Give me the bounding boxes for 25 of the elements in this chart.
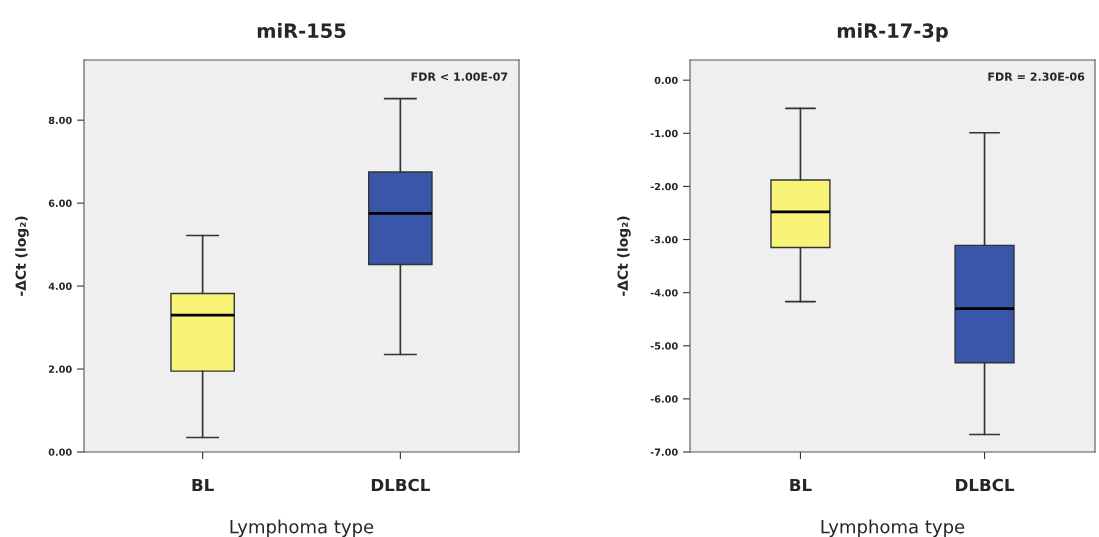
y-tick-label: 8.00 [48, 116, 72, 124]
annotation: FDR = 2.30E-06 [988, 72, 1085, 81]
y-tick-label: -4.00 [650, 289, 678, 297]
x-tick-label: BL [192, 478, 214, 492]
x-axis-title: Lymphoma type [230, 519, 374, 537]
y-tick-label: 6.00 [48, 199, 72, 207]
y-axis-title: -ΔCt (log₂) [617, 216, 631, 296]
y-tick-label: 2.00 [48, 365, 72, 373]
y-tick-label: 4.00 [48, 282, 72, 290]
y-tick-label: -7.00 [650, 448, 678, 456]
y-tick-label: -6.00 [650, 395, 678, 403]
y-tick-label: -1.00 [650, 129, 678, 138]
y-tick-label: 0.00 [48, 448, 72, 456]
y-tick-label: 0.00 [654, 76, 678, 85]
y-axis-title: -ΔCt (log₂) [15, 216, 29, 296]
x-axis-title: Lymphoma type [821, 519, 965, 537]
x-tick-label: DLBCL [956, 478, 1015, 492]
chart-title: miR-155 [257, 23, 346, 39]
y-tick-label: -5.00 [650, 342, 678, 350]
x-tick-label: DLBCL [371, 478, 430, 492]
x-tick-label: BL [790, 478, 812, 492]
annotation: FDR < 1.00E-07 [411, 72, 508, 81]
y-tick-label: -3.00 [650, 236, 678, 244]
chart-title: miR-17-3p [837, 23, 948, 42]
y-tick-label: -2.00 [650, 182, 678, 191]
